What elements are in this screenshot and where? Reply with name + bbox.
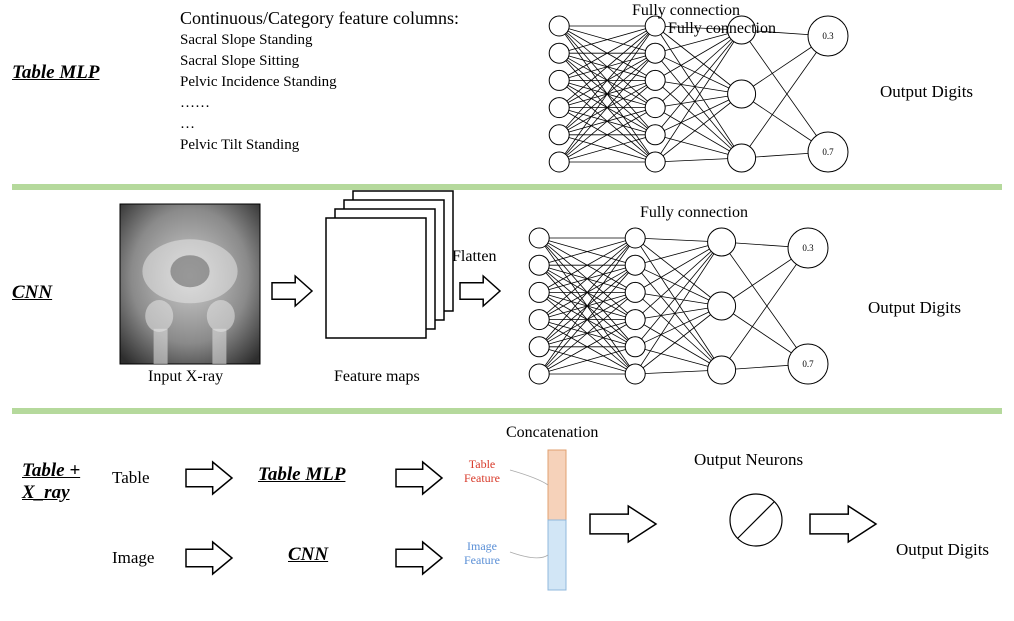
feature-maps (326, 191, 453, 338)
nn1-label-top1: Fully connection (632, 2, 740, 20)
svg-text:0.3: 0.3 (802, 243, 814, 253)
feature-item: Sacral Slope Standing (180, 32, 312, 49)
nn1-label-top2: Fully connection (668, 20, 776, 38)
nn-section2: 0.3 0.7 (529, 228, 828, 384)
s3-rowB-input: Image (112, 548, 154, 568)
arrow-s3-b1 (186, 542, 232, 574)
section3-title: Table +X_ray (22, 460, 80, 504)
hint-line-b (510, 552, 548, 558)
flatten-label: Flatten (452, 248, 496, 266)
s3-rowA-input: Table (112, 468, 150, 488)
nn1-output-label: Output Digits (880, 82, 973, 102)
hint-line-a (510, 470, 548, 485)
arrow-xray-to-fmaps (272, 276, 312, 306)
arrow-s3-a2 (396, 462, 442, 494)
arrow-s3-a1 (186, 462, 232, 494)
svg-text:0.3: 0.3 (822, 31, 834, 41)
divider-1 (12, 184, 1002, 190)
nn2-output-label: Output Digits (868, 298, 961, 318)
svg-text:0.7: 0.7 (802, 359, 814, 369)
fmaps-label: Feature maps (334, 368, 420, 386)
feature-item: …… (180, 95, 210, 112)
feature-item: Sacral Slope Sitting (180, 53, 299, 70)
output-neuron-circle (730, 494, 782, 546)
s3-neurons-label: Output Neurons (694, 450, 803, 470)
divider-2 (12, 408, 1002, 414)
xray-label: Input X-ray (148, 368, 223, 386)
s3-rowB-model: CNN (288, 544, 328, 566)
arrow-neurons-to-output (810, 506, 876, 542)
s3-rowA-model: Table MLP (258, 464, 345, 486)
arrow-s3-b2 (396, 542, 442, 574)
section2-title: CNN (12, 282, 52, 304)
arrow-fmaps-to-nn (460, 276, 500, 306)
s3-rowB-feat-label: ImageFeature (464, 540, 500, 568)
nn2-label-top: Fully connection (640, 204, 748, 222)
xray-image (120, 204, 260, 364)
s3-rowA-feat-label: TableFeature (464, 458, 500, 486)
section1-heading: Continuous/Category feature columns: (180, 8, 459, 29)
concat-bar (548, 450, 566, 590)
arrow-concat-to-neurons (590, 506, 656, 542)
feature-item: Pelvic Incidence Standing (180, 74, 337, 91)
feature-item: Pelvic Tilt Standing (180, 137, 299, 154)
s3-output-label: Output Digits (896, 540, 989, 560)
nn-section1: 0.3 0.7 (549, 16, 848, 172)
svg-text:0.7: 0.7 (822, 147, 834, 157)
s3-concat-label: Concatenation (506, 424, 598, 442)
section1-title: Table MLP (12, 62, 99, 84)
feature-item: … (180, 116, 195, 133)
